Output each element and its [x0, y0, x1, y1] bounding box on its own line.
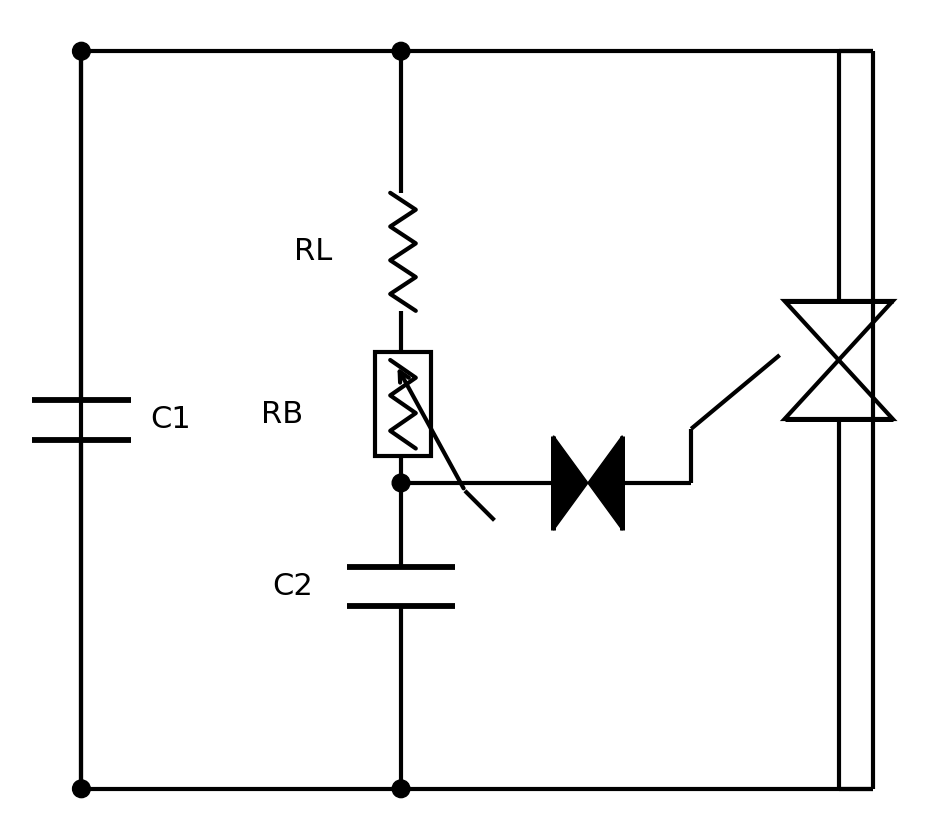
Circle shape — [392, 780, 410, 798]
Polygon shape — [553, 435, 588, 530]
Polygon shape — [588, 435, 623, 530]
Bar — [376, 352, 430, 456]
Text: RL: RL — [294, 237, 332, 266]
Circle shape — [72, 42, 91, 60]
Text: C1: C1 — [150, 405, 191, 435]
Text: C2: C2 — [272, 571, 313, 601]
Circle shape — [72, 780, 91, 798]
Circle shape — [392, 42, 410, 60]
Circle shape — [392, 474, 410, 492]
Text: RB: RB — [261, 399, 302, 429]
